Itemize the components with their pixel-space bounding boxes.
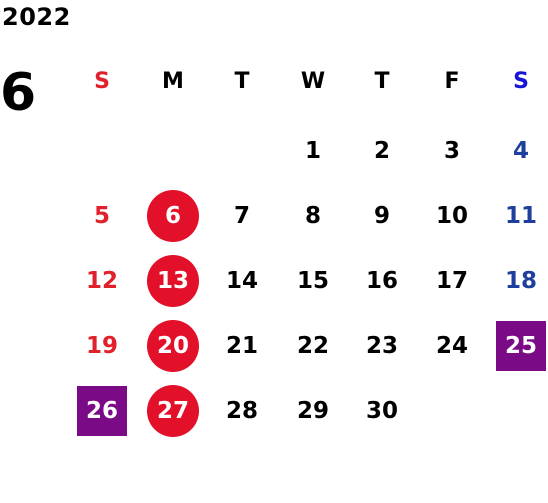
calendar-day-13[interactable]: 13 <box>147 255 199 307</box>
calendar-day-18[interactable]: 18 <box>504 268 537 294</box>
calendar-day-26[interactable]: 26 <box>77 386 127 436</box>
calendar-day-3[interactable]: 3 <box>443 138 460 164</box>
calendar-day-14[interactable]: 14 <box>225 268 258 294</box>
calendar-day-23[interactable]: 23 <box>365 333 398 359</box>
calendar-year: 2022 <box>2 3 71 31</box>
calendar-day-28[interactable]: 28 <box>225 398 258 424</box>
calendar-day-21[interactable]: 21 <box>225 333 258 359</box>
weekday-header-sunday: S <box>94 68 110 94</box>
calendar-day-15[interactable]: 15 <box>296 268 329 294</box>
weekday-header-wednesday: W <box>300 68 326 94</box>
calendar-day-27[interactable]: 27 <box>147 385 199 437</box>
calendar-day-24[interactable]: 24 <box>435 333 468 359</box>
calendar-day-7[interactable]: 7 <box>233 203 250 229</box>
calendar-day-17[interactable]: 17 <box>435 268 468 294</box>
calendar-day-12[interactable]: 12 <box>85 268 118 294</box>
calendar-day-1[interactable]: 1 <box>304 138 321 164</box>
calendar-day-30[interactable]: 30 <box>365 398 398 424</box>
calendar-day-16[interactable]: 16 <box>365 268 398 294</box>
weekday-header-thursday: T <box>374 68 390 94</box>
weekday-header-monday: M <box>162 68 184 94</box>
calendar-day-25[interactable]: 25 <box>496 321 546 371</box>
calendar-day-5[interactable]: 5 <box>93 203 110 229</box>
calendar-day-29[interactable]: 29 <box>296 398 329 424</box>
calendar-day-11[interactable]: 11 <box>504 203 537 229</box>
calendar-day-2[interactable]: 2 <box>373 138 390 164</box>
calendar-day-10[interactable]: 10 <box>435 203 468 229</box>
calendar-day-20[interactable]: 20 <box>147 320 199 372</box>
calendar-day-22[interactable]: 22 <box>296 333 329 359</box>
weekday-header-tuesday: T <box>234 68 250 94</box>
weekday-header-saturday: S <box>513 68 529 94</box>
calendar-day-4[interactable]: 4 <box>512 138 529 164</box>
weekday-header-friday: F <box>444 68 460 94</box>
calendar-day-8[interactable]: 8 <box>304 203 321 229</box>
calendar-day-19[interactable]: 19 <box>85 333 118 359</box>
calendar-month-number: 6 <box>0 63 37 123</box>
calendar-day-6[interactable]: 6 <box>147 190 199 242</box>
calendar-day-9[interactable]: 9 <box>373 203 390 229</box>
